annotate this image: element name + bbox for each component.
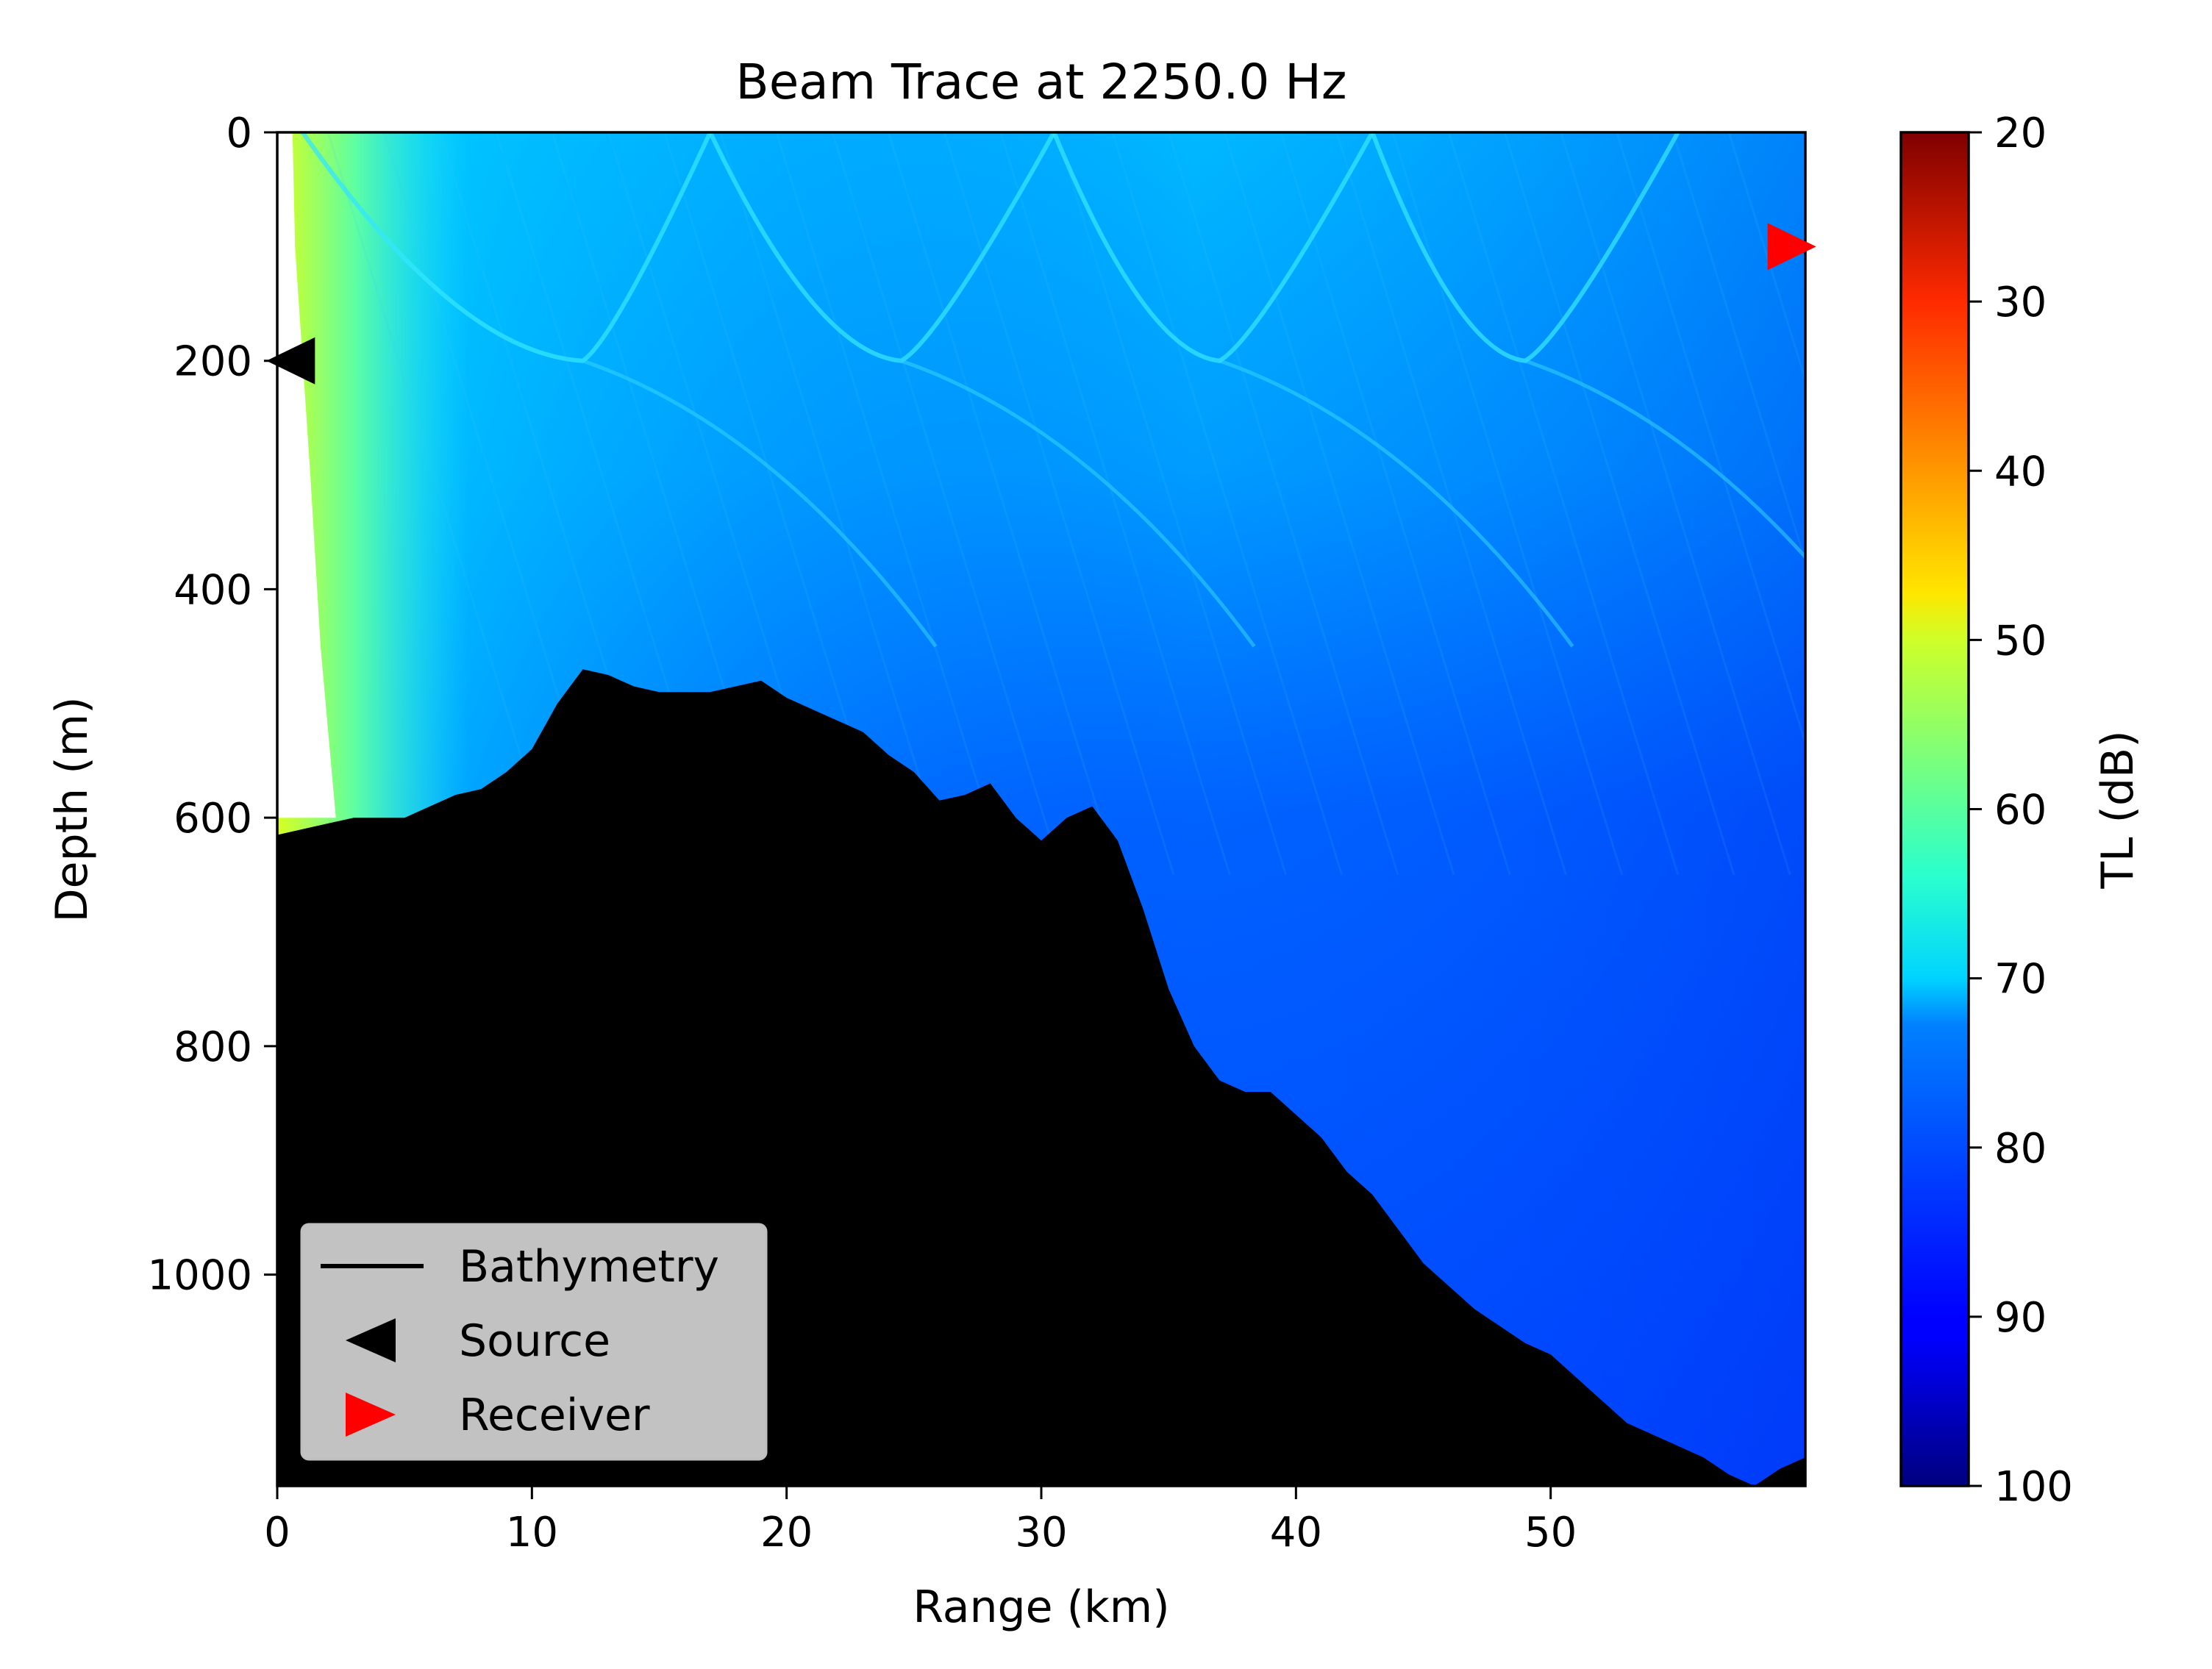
ray-streak xyxy=(1616,132,1805,747)
ray-streak xyxy=(1503,132,1735,876)
y-axis-label: Depth (m) xyxy=(46,696,98,922)
y-tick-label: 400 xyxy=(174,566,252,614)
colorbar-label: TL (dB) xyxy=(2092,730,2144,889)
x-tick-label: 40 xyxy=(1270,1509,1322,1557)
ray-streak xyxy=(1560,132,1791,876)
x-tick-label: 20 xyxy=(760,1509,813,1557)
y-tick-label: 0 xyxy=(226,110,252,157)
ray-streak xyxy=(327,132,559,876)
colorbar-tick-label: 60 xyxy=(1994,787,2047,834)
legend-source-label: Source xyxy=(459,1315,610,1367)
colorbar-tick-label: 30 xyxy=(1994,279,2047,326)
colorbar-ticks: 20 30 40 50 60 70 80 90 100 xyxy=(1969,110,2073,1511)
ray-streak xyxy=(1672,132,1805,565)
x-tick-label: 0 xyxy=(264,1509,290,1557)
caustic-arch xyxy=(1370,132,1680,363)
legend-source-marker xyxy=(346,1318,396,1362)
source-marker xyxy=(266,337,315,385)
colorbar-tick-label: 70 xyxy=(1994,956,2047,1004)
colorbar-tick-label: 20 xyxy=(1994,110,2047,157)
caustic-branch xyxy=(900,359,1256,648)
ray-streak xyxy=(1280,132,1511,876)
colorbar-tick-label: 50 xyxy=(1994,617,2047,665)
colorbar-tick-label: 40 xyxy=(1994,448,2047,496)
ray-streak xyxy=(1447,132,1680,876)
ray-streak xyxy=(775,132,1007,876)
caustic-branch xyxy=(1219,359,1574,648)
caustic-arch xyxy=(301,132,713,363)
y-tick-label: 200 xyxy=(174,338,252,386)
ray-streak xyxy=(1391,132,1624,876)
x-axis-label: Range (km) xyxy=(913,1582,1169,1633)
ray-streak xyxy=(1055,132,1287,876)
shadow-zone xyxy=(277,132,336,818)
colorbar-tick-label: 90 xyxy=(1994,1294,2047,1342)
caustic-ray-lines xyxy=(301,132,1805,876)
ray-streak xyxy=(943,132,1175,876)
ray-streak xyxy=(1727,132,1805,384)
caustic-branch xyxy=(1524,359,1805,560)
y-tick-label: 1000 xyxy=(147,1252,252,1300)
ray-streak xyxy=(831,132,1063,876)
caustic-arch xyxy=(708,132,1056,363)
caustic-branch xyxy=(582,359,938,648)
legend: Bathymetry Source Receiver xyxy=(300,1223,768,1461)
x-tick-label: 10 xyxy=(506,1509,558,1557)
chart-title: Beam Trace at 2250.0 Hz xyxy=(735,54,1346,110)
legend-box xyxy=(300,1223,768,1461)
ray-streak xyxy=(999,132,1231,876)
legend-receiver-label: Receiver xyxy=(459,1390,650,1441)
ray-streak xyxy=(887,132,1119,876)
plot-area xyxy=(277,132,1805,1486)
y-tick-label: 600 xyxy=(174,795,252,843)
ray-streak xyxy=(1335,132,1567,876)
y-axis-ticks: 0 200 400 600 800 1000 xyxy=(147,110,277,1300)
x-tick-label: 30 xyxy=(1015,1509,1067,1557)
caustic-arch xyxy=(1052,132,1374,363)
ray-streak xyxy=(1111,132,1344,876)
ray-streak xyxy=(1223,132,1455,876)
legend-receiver-marker xyxy=(346,1393,396,1437)
x-axis-ticks: 0 10 20 30 40 50 xyxy=(264,1486,1577,1557)
colorbar-gradient xyxy=(1899,131,1970,1487)
ray-streak xyxy=(719,132,951,876)
colorbar-tick-label: 80 xyxy=(1994,1125,2047,1173)
y-tick-label: 800 xyxy=(174,1023,252,1071)
ray-streak xyxy=(1167,132,1399,876)
colorbar-tick-label: 100 xyxy=(1994,1463,2073,1511)
receiver-marker xyxy=(1767,223,1816,271)
colorbar: 20 30 40 50 60 70 80 90 100 TL (dB) xyxy=(1899,110,2144,1511)
x-tick-label: 50 xyxy=(1524,1509,1577,1557)
legend-bathymetry-label: Bathymetry xyxy=(459,1241,719,1293)
